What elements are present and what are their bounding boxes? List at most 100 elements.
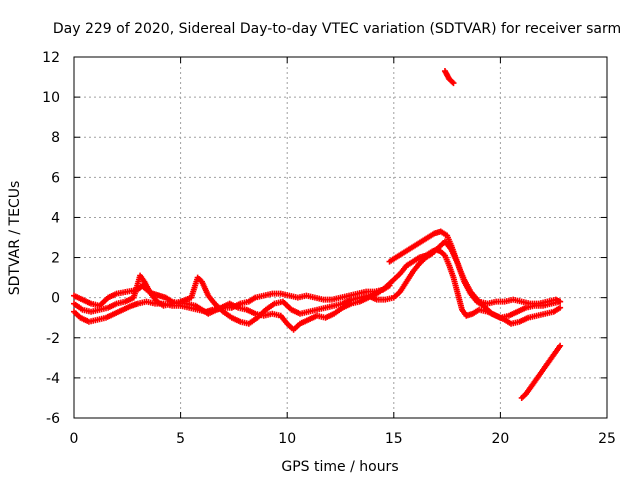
data-point xyxy=(144,283,151,290)
data-point xyxy=(331,310,338,317)
data-point xyxy=(162,294,169,301)
data-point xyxy=(402,264,409,271)
data-point xyxy=(423,235,430,242)
data-point xyxy=(471,293,478,300)
data-point xyxy=(287,305,294,312)
data-point xyxy=(113,309,120,316)
data-point xyxy=(420,237,427,244)
data-point xyxy=(402,280,409,287)
data-point xyxy=(218,307,225,314)
data-point xyxy=(337,305,344,312)
data-point xyxy=(106,313,113,320)
data-point xyxy=(542,363,549,370)
data-point xyxy=(444,258,451,265)
data-point xyxy=(551,350,558,357)
data-point xyxy=(111,291,118,298)
data-point xyxy=(245,307,252,314)
data-point xyxy=(546,357,553,364)
data-point xyxy=(285,322,292,329)
y-tick-label: -6 xyxy=(46,411,60,427)
data-point xyxy=(217,306,224,313)
data-point xyxy=(397,288,404,295)
data-point xyxy=(164,295,171,302)
data-point xyxy=(224,301,231,308)
data-point xyxy=(556,344,563,351)
data-point xyxy=(396,252,403,259)
data-point xyxy=(250,309,257,316)
data-point xyxy=(108,312,115,319)
data-point xyxy=(372,291,379,298)
data-point xyxy=(408,259,415,266)
data-point xyxy=(285,304,292,311)
data-point xyxy=(437,243,444,250)
data-point xyxy=(557,304,564,311)
data-point xyxy=(405,246,412,253)
data-point xyxy=(257,312,264,319)
data-point xyxy=(194,274,201,281)
data-point xyxy=(77,305,84,312)
data-point xyxy=(411,266,418,273)
data-point xyxy=(413,241,420,248)
data-point xyxy=(428,232,435,239)
data-point xyxy=(71,308,77,315)
data-point xyxy=(165,296,172,303)
data-point xyxy=(527,384,534,391)
data-point xyxy=(402,248,409,255)
data-point xyxy=(487,309,494,316)
data-point xyxy=(550,308,557,315)
data-point xyxy=(139,282,146,289)
data-point xyxy=(72,301,79,308)
y-tick-label: -4 xyxy=(46,371,60,387)
data-point xyxy=(196,275,203,282)
data-point xyxy=(230,315,237,322)
data-point xyxy=(520,393,527,400)
data-point xyxy=(368,294,375,301)
data-point xyxy=(460,274,467,281)
data-point xyxy=(102,314,109,321)
y-tick-label: -2 xyxy=(46,331,60,347)
data-point xyxy=(403,278,410,285)
data-point xyxy=(82,298,89,305)
data-point xyxy=(74,303,81,310)
data-point xyxy=(150,293,157,300)
data-point xyxy=(481,304,488,311)
data-point xyxy=(516,318,523,325)
data-point xyxy=(445,243,452,250)
data-point xyxy=(140,283,147,290)
data-point xyxy=(290,326,297,333)
data-point xyxy=(221,309,228,316)
data-point xyxy=(394,253,401,260)
data-point xyxy=(456,266,463,273)
data-point xyxy=(419,257,426,264)
data-point xyxy=(72,293,79,300)
data-point xyxy=(138,274,145,281)
data-point xyxy=(205,292,212,299)
data-point xyxy=(140,277,147,284)
data-point xyxy=(474,307,481,314)
data-point xyxy=(441,252,448,259)
data-point xyxy=(76,295,83,302)
data-point xyxy=(269,301,276,308)
data-point xyxy=(490,311,497,318)
data-point xyxy=(245,298,252,305)
data-point xyxy=(322,314,329,321)
data-point xyxy=(552,348,559,355)
data-point xyxy=(146,288,153,295)
data-series xyxy=(518,342,564,401)
data-point xyxy=(145,287,152,294)
data-point xyxy=(228,314,235,321)
data-point xyxy=(426,233,433,240)
data-point xyxy=(441,238,448,245)
y-tick-label: 8 xyxy=(51,130,60,146)
data-point xyxy=(206,294,213,301)
data-point xyxy=(255,313,262,320)
data-point xyxy=(435,244,442,251)
data-point xyxy=(86,299,93,306)
data-point xyxy=(139,275,146,282)
data-point xyxy=(471,309,478,316)
data-point xyxy=(557,298,564,305)
data-point xyxy=(447,77,454,84)
data-point xyxy=(550,351,557,358)
y-tick-label: 0 xyxy=(51,291,60,307)
data-point xyxy=(461,276,468,283)
